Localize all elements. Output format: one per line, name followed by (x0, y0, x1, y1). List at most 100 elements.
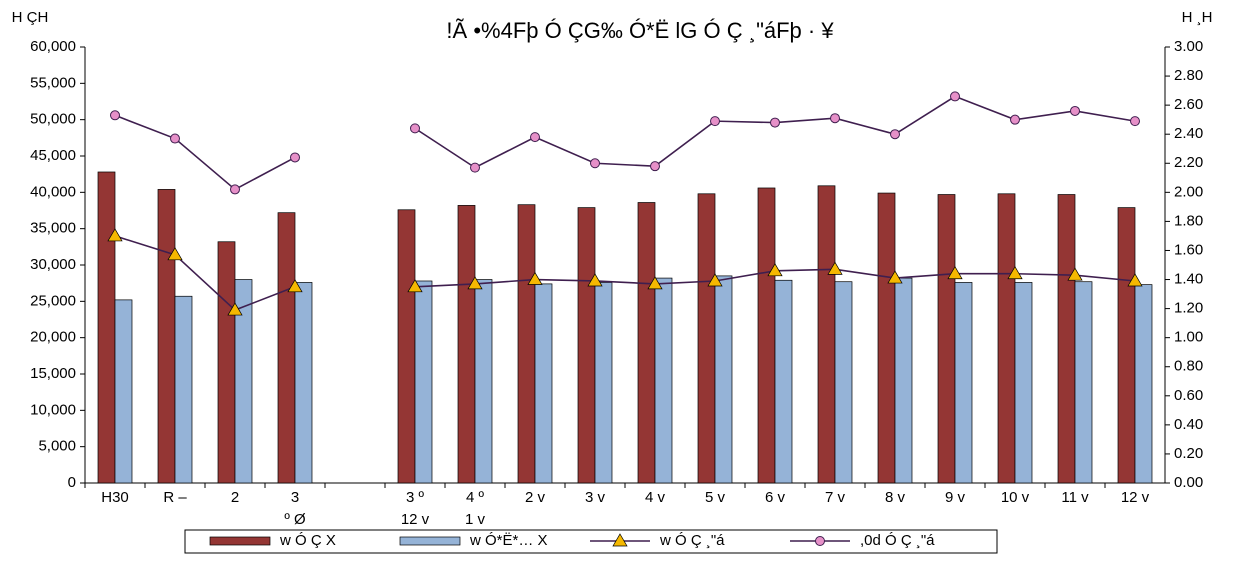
triangle-marker (467, 276, 483, 290)
y-tick-label: 0 (68, 474, 76, 491)
bar (637, 202, 656, 484)
x-tick-label: 11 v (1061, 489, 1089, 506)
x-tick-label: 6 v (764, 489, 785, 506)
triangle-marker (587, 273, 603, 287)
y2-tick-label: 1.20 (1174, 300, 1203, 317)
y-tick-label: 5,000 (38, 438, 76, 455)
bar (594, 282, 613, 484)
x-tick-label: 9 v (944, 489, 965, 506)
circle-marker (410, 123, 420, 134)
circle-marker (1010, 114, 1020, 125)
bar (697, 193, 716, 484)
x-tick-label: 8 v (884, 489, 905, 506)
circle-marker (230, 184, 240, 195)
legend-label: ,0d Ó Ç ¸"á (860, 532, 935, 549)
bar (894, 277, 913, 484)
triangle-marker (1127, 273, 1143, 287)
triangle-marker (107, 228, 123, 242)
x-tick-label: H30 (101, 489, 129, 506)
triangle-marker (1007, 266, 1023, 280)
bar (114, 299, 133, 484)
circle-marker (950, 91, 960, 102)
chart-title: !Ã •%4Fþ Ó ÇG‰ Ó*Ë lG Ó Ç ¸"áFþ · ¥ (446, 18, 834, 44)
circle-marker (590, 158, 600, 169)
legend-label: w Ó*Ë*… X (469, 532, 548, 549)
x-tick-label: 7 v (824, 489, 845, 506)
y2-tick-label: 1.60 (1174, 241, 1203, 258)
y2-tick-label: 2.00 (1174, 183, 1203, 200)
bar (457, 205, 476, 484)
circle-marker (470, 162, 480, 173)
y-tick-label: 15,000 (30, 365, 76, 382)
circle-marker (1070, 105, 1080, 116)
legend-label: w Ó Ç ¸"á (659, 532, 725, 549)
x-tick-label: 3 º Ø (284, 489, 306, 528)
y-tick-label: 50,000 (30, 111, 76, 128)
bar (97, 171, 116, 484)
circle-marker (1130, 116, 1140, 127)
x-tick-label: 2 (230, 489, 240, 506)
y-tick-label: 30,000 (30, 256, 76, 273)
legend-swatch (209, 536, 271, 546)
legend-swatch (399, 536, 461, 546)
line (114, 235, 1136, 311)
bar (774, 279, 793, 484)
x-tick-label: 3 v (584, 489, 605, 506)
bar (157, 189, 176, 484)
bar (397, 209, 416, 484)
y2-tick-label: 1.80 (1174, 212, 1203, 229)
bar (217, 241, 236, 484)
bar (234, 279, 253, 484)
triangle-marker (647, 276, 663, 290)
bar (577, 207, 596, 484)
bar (834, 281, 853, 484)
y-tick-label: 60,000 (30, 38, 76, 55)
bar (937, 194, 956, 484)
y2-tick-label: 2.20 (1174, 154, 1203, 171)
circle-marker (290, 152, 300, 163)
y-tick-label: 35,000 (30, 220, 76, 237)
x-tick-label: 3 º 12 v (400, 489, 430, 528)
bar (1134, 284, 1153, 484)
triangle-marker (947, 266, 963, 280)
bar (294, 282, 313, 484)
y2-tick-label: 0.40 (1174, 416, 1203, 433)
bar (534, 283, 553, 484)
y-tick-label: 10,000 (30, 401, 76, 418)
y2-axis-label: H ¸H (1182, 9, 1213, 26)
y2-tick-label: 0.60 (1174, 387, 1203, 404)
y-tick-label: 40,000 (30, 183, 76, 200)
bar (474, 279, 493, 484)
y-tick-label: 20,000 (30, 329, 76, 346)
circle-marker (815, 536, 825, 546)
circle-marker (170, 133, 180, 144)
legend-label: w Ó Ç X (279, 532, 336, 549)
y-axis-label: H ÇH (12, 9, 49, 26)
line (114, 95, 1136, 191)
bar (1074, 281, 1093, 484)
bar (1057, 194, 1076, 484)
y2-tick-label: 1.40 (1174, 271, 1203, 288)
circle-marker (830, 113, 840, 124)
triangle-marker (407, 279, 423, 293)
bar (1014, 282, 1033, 484)
triangle-marker (827, 261, 843, 275)
y2-tick-label: 2.80 (1174, 67, 1203, 84)
bar (817, 185, 836, 484)
x-tick-label: R – (163, 489, 187, 506)
y-tick-label: 25,000 (30, 292, 76, 309)
x-tick-label: 2 v (524, 489, 545, 506)
circle-marker (530, 132, 540, 143)
triangle-marker (287, 279, 303, 293)
bar (997, 193, 1016, 484)
y-tick-label: 55,000 (30, 74, 76, 91)
bar (757, 187, 776, 484)
bar (654, 277, 673, 484)
bar (954, 282, 973, 484)
bar (277, 212, 296, 484)
triangle-marker (1067, 267, 1083, 281)
bar (517, 204, 536, 484)
y-tick-label: 45,000 (30, 147, 76, 164)
